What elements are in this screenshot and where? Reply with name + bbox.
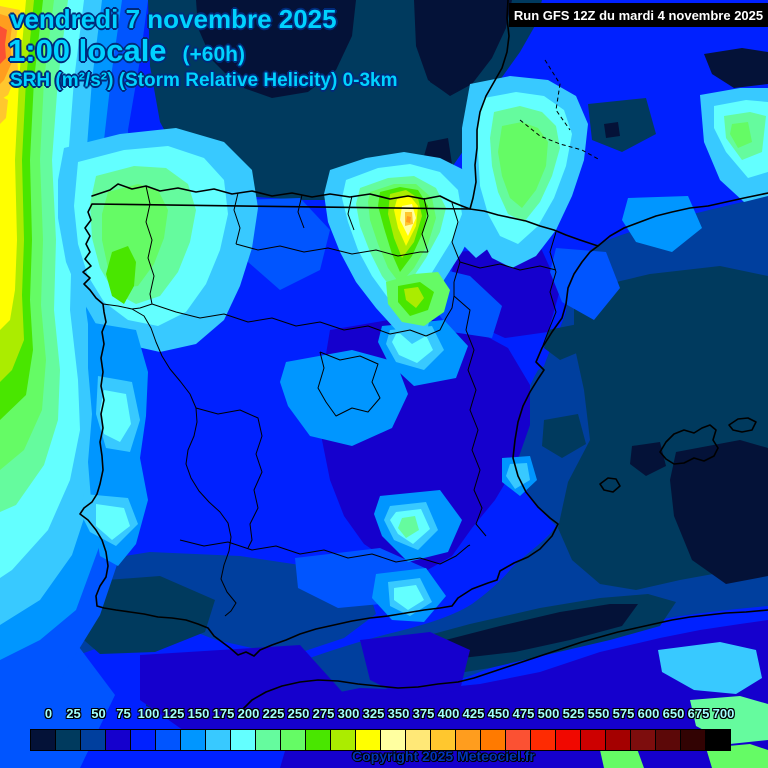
colorbar-tick-label: 125 xyxy=(162,706,185,721)
colorbar-cell xyxy=(631,730,656,750)
colorbar-cell xyxy=(581,730,606,750)
colorbar-cell xyxy=(81,730,106,750)
colorbar-tick-label: 700 xyxy=(712,706,735,721)
colorbar-cell xyxy=(356,730,381,750)
colorbar-tick-label: 375 xyxy=(412,706,435,721)
colorbar-cell xyxy=(381,730,406,750)
colorbar-cell xyxy=(531,730,556,750)
colorbar-tick-label: 500 xyxy=(537,706,560,721)
colorbar-tick-label: 150 xyxy=(187,706,210,721)
colorbar-tick-label: 650 xyxy=(662,706,685,721)
colorbar-cell xyxy=(481,730,506,750)
colorbar-tick-label: 225 xyxy=(262,706,285,721)
colorbar-cell xyxy=(206,730,231,750)
colorbar-tick-label: 25 xyxy=(66,706,81,721)
colorbar-cell xyxy=(156,730,181,750)
colorbar-tick-label: 675 xyxy=(687,706,710,721)
colorbar-cell xyxy=(106,730,131,750)
colorbar-cell xyxy=(31,730,56,750)
colorbar-tick-label: 350 xyxy=(387,706,410,721)
forecast-local-time: 1:00 locale xyxy=(8,33,167,68)
model-run-label: Run GFS 12Z du mardi 4 novembre 2025 xyxy=(513,7,764,23)
colorbar-tick-label: 250 xyxy=(287,706,310,721)
coastline xyxy=(79,0,768,713)
colorbar-cell xyxy=(331,730,356,750)
colorbar-cell xyxy=(656,730,681,750)
colorbar-tick-label: 175 xyxy=(212,706,235,721)
colorbar-tick-label: 50 xyxy=(91,706,106,721)
colorbar-tick-label: 200 xyxy=(237,706,260,721)
colorbar-cell xyxy=(406,730,431,750)
colorbar-cell xyxy=(306,730,331,750)
forecast-hour-offset: (+60h) xyxy=(182,43,245,66)
colorbar xyxy=(30,729,731,751)
colorbar-cell xyxy=(556,730,581,750)
colorbar-cell xyxy=(681,730,706,750)
colorbar-tick-label: 550 xyxy=(587,706,610,721)
variable-title: SRH (m²/s²) (Storm Relative Helicity) 0-… xyxy=(10,70,398,91)
colorbar-cell xyxy=(606,730,631,750)
colorbar-tick-label: 450 xyxy=(487,706,510,721)
colorbar-tick-label: 0 xyxy=(44,706,53,721)
colorbar-cell xyxy=(706,730,730,750)
colorbar-tick-label: 300 xyxy=(337,706,360,721)
colorbar-tick-label: 275 xyxy=(312,706,335,721)
colorbar-cell xyxy=(506,730,531,750)
colorbar-cell xyxy=(456,730,481,750)
colorbar-tick-label: 600 xyxy=(637,706,660,721)
colorbar-cell xyxy=(131,730,156,750)
copyright-notice: Copyright 2025 Meteociel.fr xyxy=(352,748,535,764)
colorbar-tick-label: 400 xyxy=(437,706,460,721)
colorbar-tick-label: 525 xyxy=(562,706,585,721)
colorbar-tick-label: 425 xyxy=(462,706,485,721)
colorbar-tick-label: 475 xyxy=(512,706,535,721)
region-borders xyxy=(102,59,601,617)
forecast-date: vendredi 7 novembre 2025 xyxy=(10,4,337,34)
forecast-time-row: 1:00 locale (+60h) xyxy=(8,33,245,69)
colorbar-cell xyxy=(431,730,456,750)
colorbar-cell xyxy=(281,730,306,750)
colorbar-tick-label: 100 xyxy=(137,706,160,721)
colorbar-tick-label: 75 xyxy=(116,706,131,721)
colorbar-cell xyxy=(231,730,256,750)
colorbar-tick-label: 575 xyxy=(612,706,635,721)
colorbar-cell xyxy=(56,730,81,750)
colorbar-labels: 0 25 50 75 100 125 150 175 200 225 250 275 300 325 350… xyxy=(36,706,748,721)
colorbar-cell xyxy=(256,730,281,750)
colorbar-cell xyxy=(181,730,206,750)
model-run-box: Run GFS 12Z du mardi 4 novembre 2025 xyxy=(509,3,768,27)
colorbar-tick-label: 325 xyxy=(362,706,385,721)
